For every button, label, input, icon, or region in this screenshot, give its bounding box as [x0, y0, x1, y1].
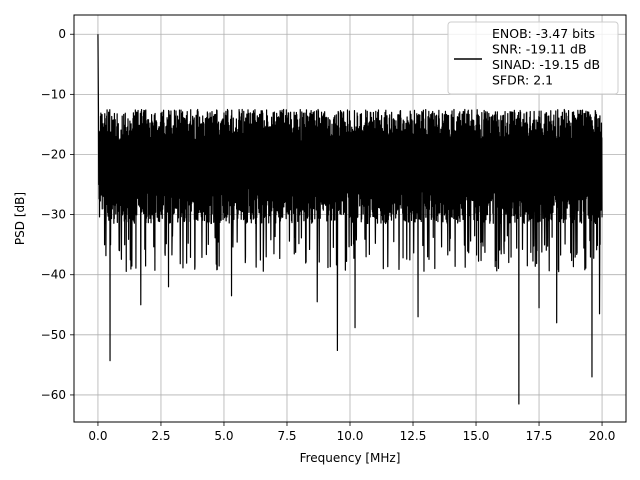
- x-tick-label-5: 12.5: [400, 429, 427, 443]
- legend: ENOB: -3.47 bits SNR: -19.11 dB SINAD: -…: [447, 21, 619, 95]
- legend-enob: ENOB: -3.47 bits: [492, 26, 595, 41]
- legend-sfdr: SFDR: 2.1: [492, 73, 553, 88]
- x-tick-label-6: 15.0: [463, 429, 490, 443]
- x-tick-label-2: 5.0: [214, 429, 233, 443]
- y-tick-label-4: −40: [41, 268, 66, 282]
- y-axis-title: PSD [dB]: [13, 192, 27, 245]
- x-tick-label-3: 7.5: [277, 429, 296, 443]
- y-tick-label-5: −50: [41, 328, 66, 342]
- y-tick-label-0: 0: [58, 27, 66, 41]
- psd-line: [97, 34, 603, 405]
- legend-box: [447, 21, 619, 95]
- x-tick-label-1: 2.5: [151, 429, 170, 443]
- x-tick-label-0: 0.0: [88, 429, 107, 443]
- y-axis: 0 −10 −20 −30 −40 −50 −60: [41, 27, 74, 402]
- legend-sinad: SINAD: -19.15 dB: [492, 57, 600, 72]
- psd-series: [97, 34, 603, 405]
- x-axis-title: Frequency [MHz]: [300, 451, 401, 465]
- x-tick-label-7: 17.5: [526, 429, 553, 443]
- y-tick-label-1: −10: [41, 87, 66, 101]
- y-tick-label-6: −60: [41, 388, 66, 402]
- legend-snr: SNR: -19.11 dB: [492, 42, 587, 57]
- x-tick-label-8: 20.0: [589, 429, 616, 443]
- y-tick-label-2: −20: [41, 147, 66, 161]
- x-axis: 0.0 2.5 5.0 7.5 10.0 12.5 15.0 17.5 20.0: [88, 422, 615, 443]
- x-tick-label-4: 10.0: [337, 429, 364, 443]
- y-tick-label-3: −30: [41, 208, 66, 222]
